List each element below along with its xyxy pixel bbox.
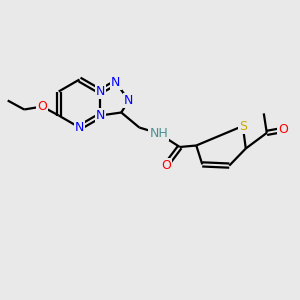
Text: NH: NH [149, 127, 168, 140]
Text: N: N [111, 76, 121, 89]
Text: O: O [278, 123, 288, 136]
Text: N: N [96, 109, 105, 122]
Text: N: N [75, 121, 84, 134]
Text: O: O [161, 158, 171, 172]
Text: N: N [124, 94, 134, 107]
Text: O: O [37, 100, 47, 113]
Text: S: S [239, 119, 247, 133]
Text: N: N [96, 85, 105, 98]
